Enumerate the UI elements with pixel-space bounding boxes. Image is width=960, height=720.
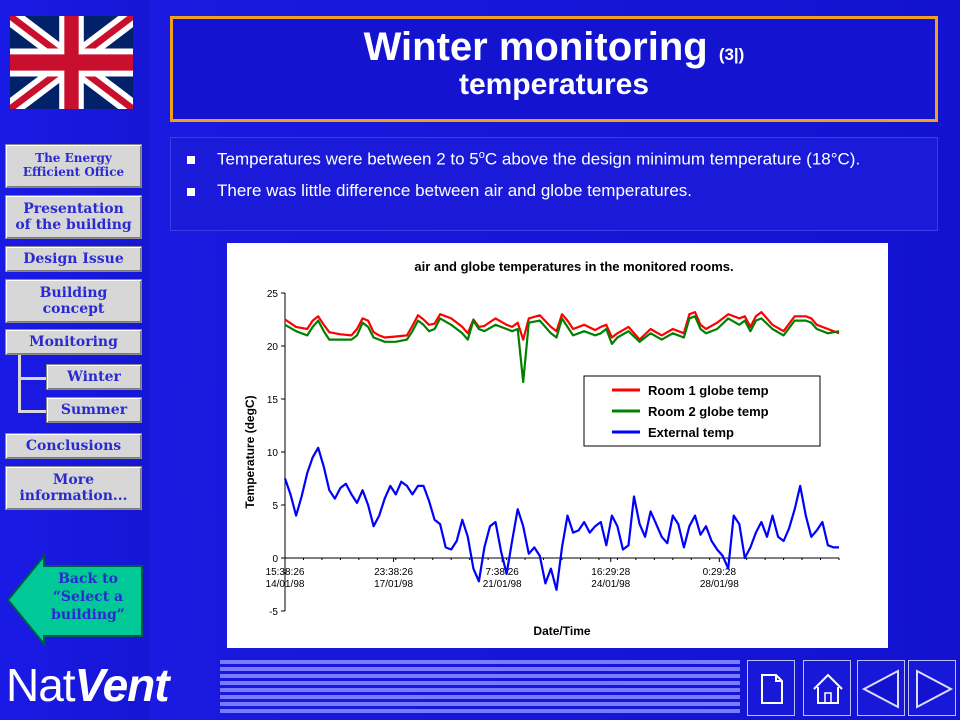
nav-building-concept-button[interactable]: Building concept: [5, 279, 142, 323]
tree-connector: [18, 377, 46, 380]
legend-label: External temp: [648, 425, 734, 440]
tree-connector: [18, 355, 21, 412]
y-tick-label: 10: [267, 448, 279, 459]
union-jack-flag-icon: [10, 16, 133, 109]
prev-arrow-icon: [861, 669, 899, 709]
chart-title: air and globe temperatures in the monito…: [414, 259, 733, 274]
y-axis-label: Temperature (degC): [243, 395, 257, 508]
page-title-text: Winter monitoring: [363, 25, 708, 69]
home-icon: [813, 673, 843, 704]
x-tick-label: 16:29:28: [591, 567, 630, 578]
series-line-3: [283, 446, 839, 591]
nav-conclusions-button[interactable]: Conclusions: [5, 433, 142, 459]
x-tick-label: 0:29:28: [703, 567, 737, 578]
nav-label: Design Issue: [23, 250, 124, 267]
nav-label: Winter: [67, 368, 121, 385]
nav-label: The Energy: [35, 151, 112, 166]
y-tick-label: 15: [267, 395, 279, 406]
y-tick-label: 5: [272, 501, 278, 512]
nav-label: Conclusions: [25, 437, 122, 454]
page-icon: [761, 674, 783, 704]
title-box: Winter monitoring (3|) temperatures: [170, 16, 938, 122]
nav-label: Summer: [60, 401, 128, 418]
back-label-line: Back to: [58, 571, 118, 587]
series-line-2: [284, 315, 840, 384]
nav-label: Building: [39, 284, 108, 301]
nav-summer-button[interactable]: Summer: [46, 397, 142, 423]
nav-label: Monitoring: [29, 333, 118, 350]
legend-label: Room 1 globe temp: [648, 383, 769, 398]
series-line-1: [284, 310, 840, 341]
x-tick-label: 21/01/98: [483, 579, 522, 590]
y-tick-label: 0: [272, 554, 278, 565]
nav-label: More: [52, 471, 95, 488]
nav-design-issue-button[interactable]: Design Issue: [5, 246, 142, 272]
page-title: Winter monitoring (3|): [173, 25, 935, 70]
nav-label: information...: [19, 488, 128, 504]
next-arrow-icon: [916, 669, 954, 709]
page-title-number: (3|): [718, 45, 745, 64]
natvent-logo: NatVent: [6, 658, 170, 712]
nav-label: Efficient Office: [22, 165, 125, 179]
page-button[interactable]: [747, 660, 795, 716]
back-arrow-icon[interactable]: [6, 554, 146, 646]
x-tick-label: 28/01/98: [700, 579, 739, 590]
legend-label: Room 2 globe temp: [648, 404, 769, 419]
bullet-text: C above the design minimum temperature (…: [484, 149, 861, 169]
y-tick-label: 25: [267, 289, 279, 300]
nav-more-info-button[interactable]: More information...: [5, 466, 142, 510]
bullet-text: Temperatures were between 2 to 5: [217, 149, 479, 169]
x-tick-label: 24/01/98: [591, 579, 630, 590]
nav-label: concept: [42, 301, 105, 317]
x-tick-label: 7:38:26: [485, 567, 519, 578]
back-label-line: building”: [51, 607, 125, 624]
y-tick-label: 20: [267, 342, 279, 353]
decorative-stripes: [220, 660, 740, 716]
prev-button[interactable]: [857, 660, 905, 716]
x-axis-label: Date/Time: [533, 624, 590, 638]
next-button[interactable]: [908, 660, 956, 716]
home-button[interactable]: [803, 660, 851, 716]
x-tick-label: 17/01/98: [374, 579, 413, 590]
nav-label: of the building: [15, 217, 132, 233]
bullet-item: There was little difference between air …: [187, 180, 927, 202]
brand-vent: Vent: [74, 659, 170, 711]
nav-presentation-button[interactable]: Presentation of the building: [5, 195, 142, 239]
bullet-text: There was little difference between air …: [217, 180, 693, 200]
bullet-superscript: o: [478, 149, 485, 161]
back-label-line: “Select a: [52, 589, 124, 606]
brand-nat: Nat: [6, 659, 76, 711]
x-tick-label: 23:38:26: [374, 567, 413, 578]
tree-connector: [18, 410, 46, 413]
nav-energy-office-button[interactable]: The Energy Efficient Office: [5, 144, 142, 188]
bullet-list: Temperatures were between 2 to 5oC above…: [170, 137, 938, 231]
chart-panel: air and globe temperatures in the monito…: [227, 243, 888, 648]
back-button-label: Back to “Select a building”: [38, 570, 138, 625]
nav-winter-button[interactable]: Winter: [46, 364, 142, 390]
y-tick-label: -5: [269, 607, 278, 618]
nav-label: Presentation: [23, 200, 124, 217]
nav-monitoring-button[interactable]: Monitoring: [5, 329, 142, 355]
x-tick-label: 14/01/98: [266, 579, 305, 590]
x-tick-label: 15:38:26: [266, 567, 305, 578]
bullet-item: Temperatures were between 2 to 5oC above…: [187, 148, 927, 171]
page-subtitle: temperatures: [458, 68, 650, 101]
temperature-chart: air and globe temperatures in the monito…: [243, 259, 840, 638]
